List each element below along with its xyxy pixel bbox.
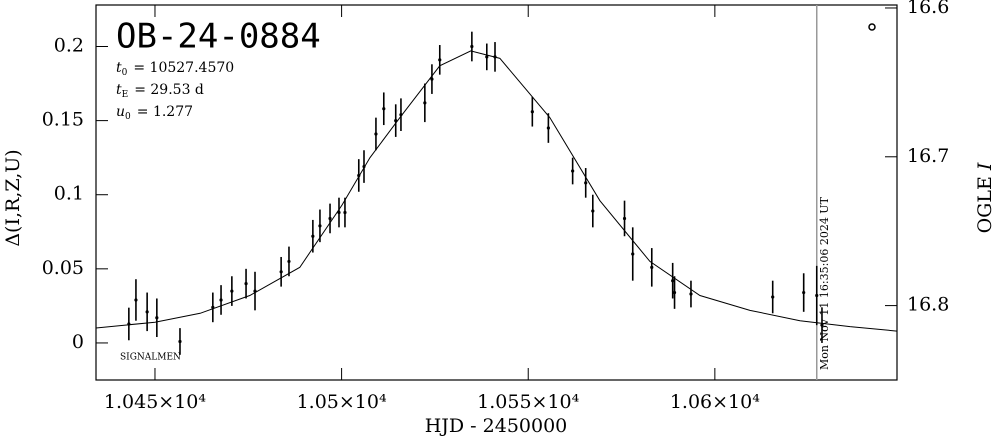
x-tick-label: 1.06×10⁴ — [670, 391, 760, 413]
data-point — [134, 298, 138, 302]
data-point — [591, 209, 595, 213]
data-point — [230, 289, 234, 293]
y-tick-label: 0.15 — [42, 109, 84, 131]
data-point — [771, 295, 775, 299]
data-point — [244, 282, 248, 286]
data-point — [318, 224, 322, 228]
data-point — [362, 164, 366, 169]
y-tick-label: 0.2 — [54, 35, 84, 57]
note: SIGNALMEN — [120, 353, 181, 363]
y2-tick-label: 16.7 — [907, 145, 949, 167]
data-point — [493, 55, 497, 59]
x-tick-label: 1.045×10⁴ — [104, 391, 206, 413]
data-point — [671, 279, 675, 283]
data-point — [253, 289, 257, 293]
x-tick-label: 1.055×10⁴ — [477, 391, 579, 413]
plot-frame — [95, 4, 898, 381]
model-curve — [95, 50, 898, 332]
parameter-value: = 10527.4570 — [133, 60, 234, 76]
y2-tick-label: 16.6 — [907, 0, 949, 18]
data-point — [127, 322, 131, 326]
data-point — [311, 234, 315, 238]
y-tick-label: 0.1 — [54, 183, 84, 205]
data-point — [650, 265, 654, 269]
data-point — [279, 270, 283, 274]
data-point — [211, 305, 215, 309]
data-point — [631, 252, 635, 256]
marker-symbol — [868, 23, 876, 31]
data-point — [546, 126, 550, 130]
x-axis-label: HJD - 2450000 — [425, 415, 568, 437]
parameter-subscript: E — [122, 90, 129, 100]
data-point — [622, 216, 627, 221]
data-point — [337, 210, 341, 215]
data-point — [438, 58, 442, 62]
data-point — [815, 293, 819, 298]
data-point — [399, 113, 403, 117]
y-tick-label: 0.05 — [42, 257, 84, 279]
data-point — [672, 290, 677, 295]
data-point — [357, 173, 361, 178]
data-point — [485, 55, 489, 59]
data-point — [689, 292, 693, 296]
x-tick-label: 1.05×10⁴ — [297, 391, 387, 413]
data-point — [430, 77, 434, 81]
parameter-symbol: t — [116, 82, 122, 98]
data-point — [155, 316, 159, 320]
data-point — [423, 101, 427, 105]
parameter-value: = 29.53 d — [134, 82, 204, 98]
data-point — [374, 132, 378, 136]
y2-axis-label-band: I — [974, 162, 996, 171]
parameter-subscript: 0 — [125, 112, 131, 122]
chart-title: OB-24-0884 — [116, 17, 321, 57]
data-point — [382, 107, 386, 111]
timestamp: Mon Nov 11 16:35:06 2024 UT — [818, 196, 831, 370]
data-point — [178, 339, 182, 344]
data-point — [343, 210, 347, 215]
data-point — [145, 310, 149, 314]
fit-parameter: tE = 29.53 d — [116, 82, 204, 100]
y2-axis-label: OGLE I — [974, 162, 996, 233]
parameter-value: = 1.277 — [137, 104, 193, 120]
data-point — [571, 169, 575, 173]
parameter-subscript: 0 — [122, 68, 128, 78]
y-axis-label: Δ(I,R,Z,U) — [2, 149, 24, 246]
data-point — [219, 298, 223, 302]
data-point — [530, 110, 534, 114]
fit-parameter: u0 = 1.277 — [116, 104, 193, 122]
data-point — [802, 290, 806, 295]
fit-parameter: t0 = 10527.4570 — [116, 60, 234, 78]
data-point — [584, 181, 588, 185]
data-point — [820, 323, 824, 327]
data-point — [470, 44, 474, 49]
data-point — [394, 119, 398, 123]
parameter-symbol: t — [116, 60, 122, 76]
y2-tick-label: 16.8 — [907, 294, 949, 316]
data-point — [328, 216, 332, 221]
y2-axis-label-text: OGLE — [974, 176, 996, 233]
parameter-symbol: u — [116, 104, 125, 120]
y-tick-label: 0 — [72, 331, 84, 353]
data-point — [287, 259, 291, 264]
